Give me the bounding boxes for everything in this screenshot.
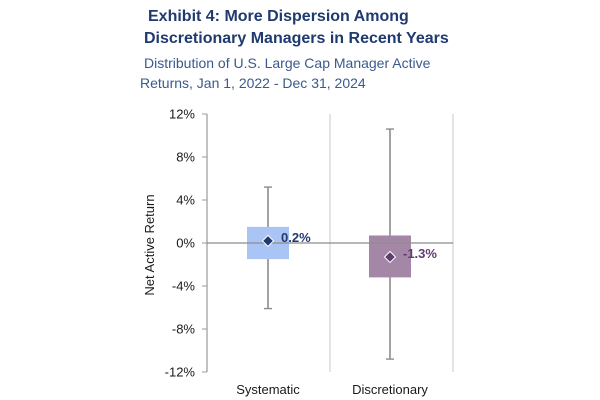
median-marker-systematic bbox=[261, 234, 275, 248]
category-label-discretionary: Discretionary bbox=[352, 382, 428, 397]
chart-subtitle-line-2: Returns, Jan 1, 2022 - Dec 31, 2024 bbox=[140, 75, 366, 91]
chart-subtitle-line-1: Distribution of U.S. Large Cap Manager A… bbox=[144, 55, 431, 71]
y-tick-label: -8% bbox=[172, 322, 196, 337]
chart-title-line-2: Discretionary Managers in Recent Years bbox=[144, 30, 449, 47]
y-tick-label: 0% bbox=[176, 236, 195, 251]
y-tick-label: 12% bbox=[169, 107, 195, 122]
chart-title: Exhibit 4: More Dispersion Among Discret… bbox=[144, 6, 588, 50]
data-label-discretionary: -1.3% bbox=[403, 246, 437, 261]
y-tick-label: 8% bbox=[176, 150, 195, 165]
category-label-systematic: Systematic bbox=[236, 382, 300, 397]
y-tick-label: -12% bbox=[165, 365, 196, 380]
y-tick-label: 4% bbox=[176, 193, 195, 208]
y-tick-label: -4% bbox=[172, 279, 196, 294]
chart-subtitle: Distribution of U.S. Large Cap Manager A… bbox=[140, 53, 580, 93]
median-marker-discretionary bbox=[383, 250, 397, 264]
y-axis-title: Net Active Return bbox=[142, 194, 157, 295]
data-label-systematic: 0.2% bbox=[281, 230, 311, 245]
chart-title-line-1: Exhibit 4: More Dispersion Among bbox=[148, 8, 409, 25]
